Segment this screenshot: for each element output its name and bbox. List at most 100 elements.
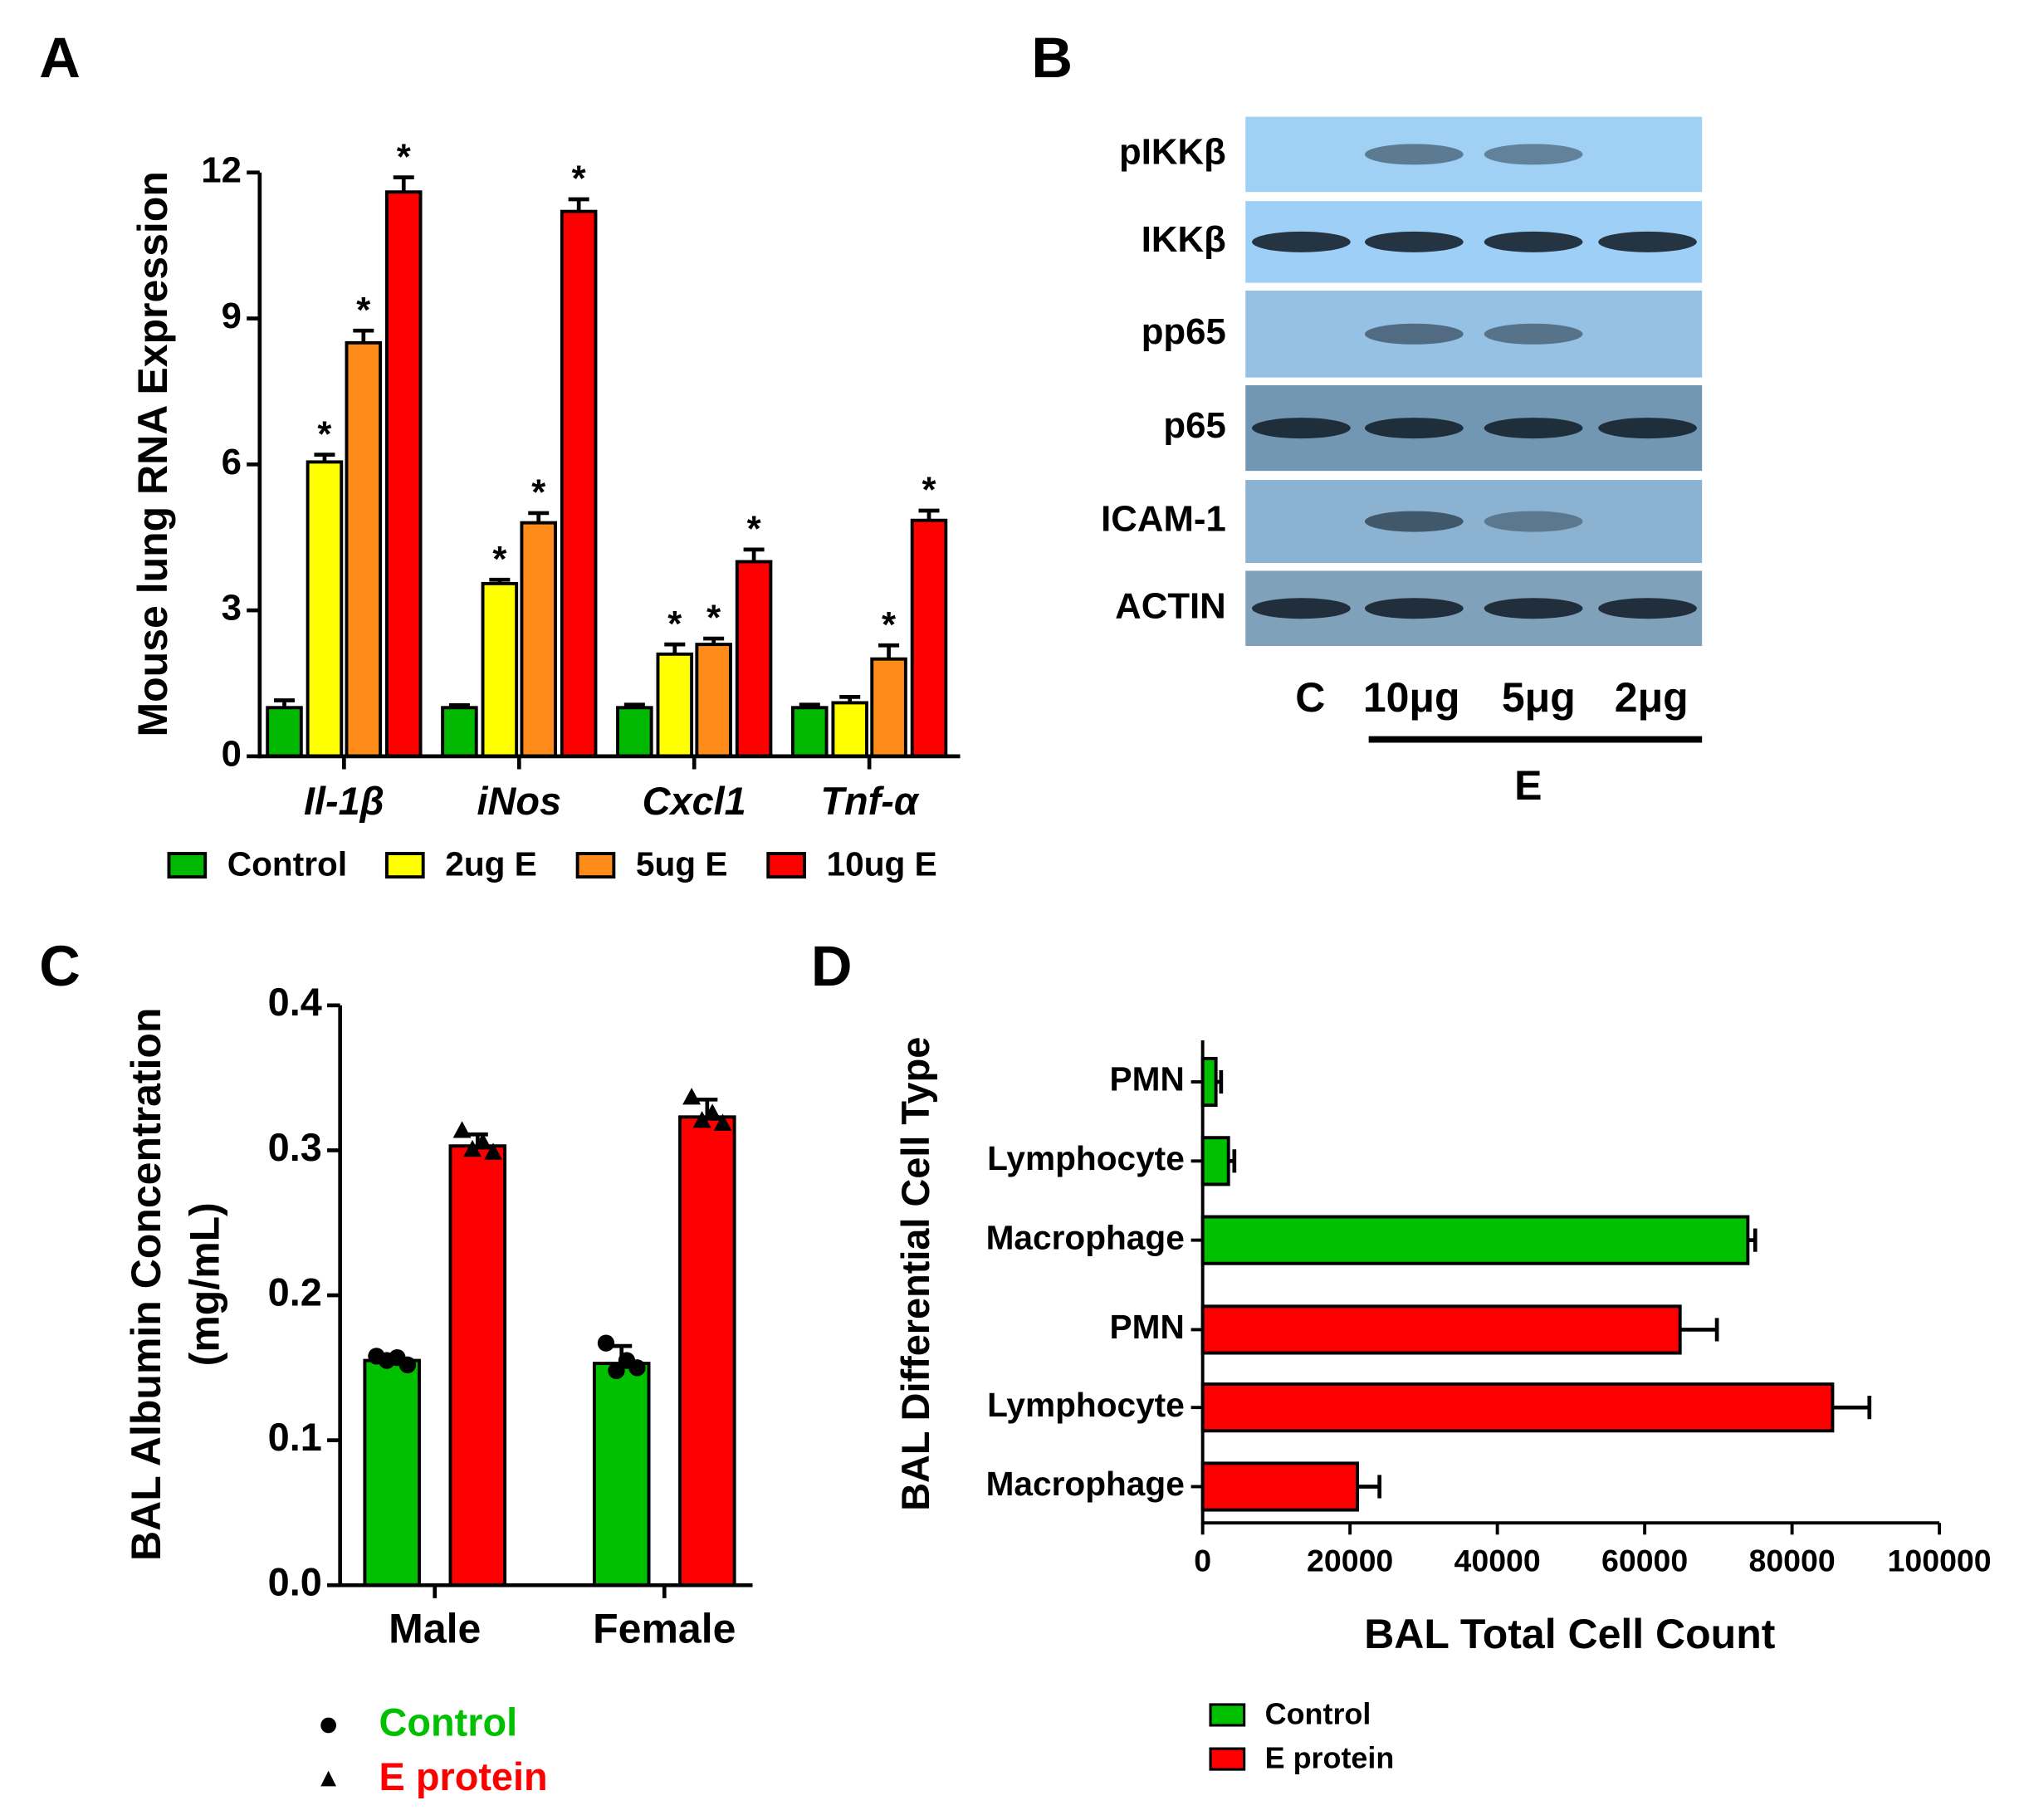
y-tick-label: 6 bbox=[222, 442, 242, 482]
y-axis-label: BAL Differential Cell Type bbox=[894, 1037, 937, 1511]
blot-row-label: ACTIN bbox=[1115, 585, 1226, 626]
bar bbox=[441, 706, 478, 758]
bar bbox=[1200, 1382, 1835, 1433]
y-tick-label: 3 bbox=[222, 588, 242, 629]
blot-band bbox=[1364, 598, 1464, 619]
blot-band bbox=[1598, 598, 1697, 619]
significance-label: * bbox=[706, 598, 721, 638]
blot-row-label: pp65 bbox=[1142, 311, 1226, 352]
y-axis-label: (mg/mL) bbox=[182, 1202, 228, 1366]
bar bbox=[695, 643, 732, 758]
data-point bbox=[703, 1103, 722, 1121]
blot-band bbox=[1484, 418, 1583, 439]
data-point bbox=[398, 1356, 417, 1373]
lane-label: 10μg bbox=[1363, 674, 1460, 721]
bar bbox=[1200, 1215, 1750, 1265]
blot-row-label: ICAM-1 bbox=[1101, 499, 1226, 540]
y-tick-label: Lymphocyte bbox=[987, 1139, 1185, 1177]
bar bbox=[1200, 1304, 1682, 1355]
legend-swatch bbox=[167, 852, 208, 879]
bar bbox=[656, 652, 694, 758]
blot-band bbox=[1484, 511, 1583, 532]
y-tick-label: 9 bbox=[222, 296, 242, 336]
blot-band bbox=[1484, 144, 1583, 165]
bar bbox=[616, 706, 653, 758]
panel-letter: A bbox=[39, 26, 81, 90]
blot-band bbox=[1252, 418, 1351, 439]
bar bbox=[345, 340, 383, 758]
legend-marker bbox=[320, 1770, 337, 1787]
x-tick-label: 100000 bbox=[1888, 1544, 1992, 1578]
blot-band bbox=[1484, 323, 1583, 345]
blot-strip bbox=[1245, 116, 1703, 193]
blot-band bbox=[1364, 144, 1464, 165]
legend-label: 2ug E bbox=[445, 844, 537, 883]
legend-label: Control bbox=[227, 844, 347, 883]
blot-strip bbox=[1245, 480, 1703, 564]
x-tick-label: 40000 bbox=[1454, 1544, 1541, 1578]
y-tick-label: 0.1 bbox=[268, 1416, 322, 1459]
significance-label: * bbox=[572, 159, 586, 199]
x-tick-label: 80000 bbox=[1748, 1544, 1835, 1578]
bar bbox=[910, 518, 948, 758]
legend-swatch bbox=[1209, 1703, 1246, 1727]
significance-label: * bbox=[397, 136, 411, 177]
x-tick-label: Male bbox=[389, 1606, 481, 1652]
bar bbox=[481, 581, 519, 758]
significance-label: * bbox=[667, 604, 682, 644]
significance-label: * bbox=[747, 509, 761, 550]
significance-label: * bbox=[882, 604, 896, 645]
x-tick-label: Il-1β bbox=[304, 780, 384, 823]
bar bbox=[592, 1362, 651, 1588]
y-tick-label: 12 bbox=[201, 149, 242, 190]
data-point bbox=[692, 1111, 711, 1128]
significance-label: * bbox=[317, 413, 331, 454]
data-point bbox=[608, 1362, 625, 1379]
blot-band bbox=[1364, 323, 1464, 345]
y-tick-label: Macrophage bbox=[986, 1218, 1185, 1256]
bar bbox=[1200, 1461, 1359, 1512]
y-tick-label: 0.0 bbox=[268, 1561, 322, 1604]
panel-letter: C bbox=[39, 934, 81, 998]
legend-marker bbox=[320, 1717, 337, 1734]
blot-band bbox=[1364, 418, 1464, 439]
significance-label: * bbox=[356, 290, 370, 330]
blot-strip bbox=[1245, 290, 1703, 378]
blot-band bbox=[1252, 231, 1351, 252]
significance-label: * bbox=[531, 472, 545, 513]
bar bbox=[831, 701, 868, 758]
x-tick-label: Tnf-α bbox=[820, 780, 919, 823]
blot-row-label: IKKβ bbox=[1142, 219, 1226, 260]
bar bbox=[384, 190, 423, 758]
data-point bbox=[713, 1113, 732, 1131]
y-axis-label: Mouse lung RNA Expression bbox=[130, 171, 176, 736]
y-tick-label: Macrophage bbox=[986, 1465, 1185, 1503]
lane-label: 2μg bbox=[1615, 674, 1689, 721]
lane-label: C bbox=[1295, 674, 1325, 721]
legend-swatch bbox=[575, 852, 616, 879]
bar bbox=[735, 560, 773, 758]
y-tick-label: 0.2 bbox=[268, 1270, 322, 1314]
data-point bbox=[597, 1334, 615, 1352]
y-axis-label: BAL Albumin Concentration bbox=[123, 1008, 169, 1561]
blot-band bbox=[1484, 598, 1583, 619]
bar bbox=[520, 521, 557, 758]
blot-band bbox=[1598, 231, 1697, 252]
y-tick-label: 0.3 bbox=[268, 1126, 322, 1169]
blot-row-label: p65 bbox=[1163, 405, 1225, 446]
x-tick-label: Cxcl1 bbox=[643, 780, 746, 823]
bar bbox=[870, 657, 907, 758]
y-tick-label: PMN bbox=[1110, 1308, 1185, 1346]
bar bbox=[1200, 1056, 1218, 1108]
data-point bbox=[628, 1359, 646, 1377]
data-point bbox=[463, 1139, 482, 1157]
panel-letter: D bbox=[811, 934, 853, 998]
bar bbox=[560, 209, 598, 758]
y-tick-label: 0.4 bbox=[268, 981, 322, 1024]
group-label: E bbox=[1514, 762, 1542, 809]
data-point bbox=[484, 1142, 502, 1160]
panel-letter: B bbox=[1031, 26, 1073, 90]
y-tick-label: PMN bbox=[1110, 1060, 1185, 1098]
bar bbox=[266, 706, 303, 758]
